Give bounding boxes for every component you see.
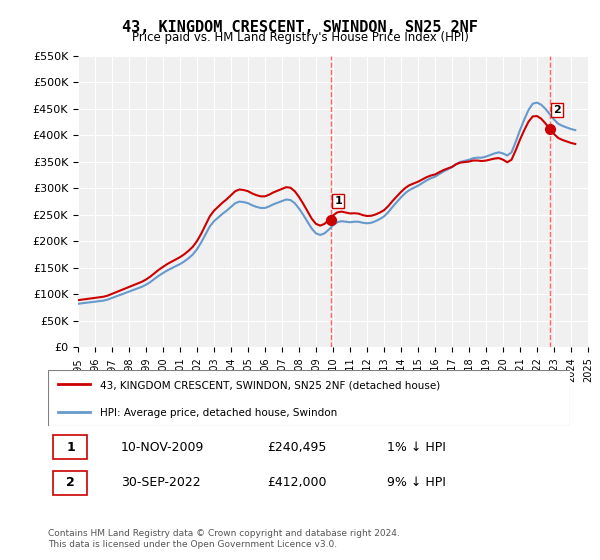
Text: 1: 1 <box>66 441 75 454</box>
Text: 1% ↓ HPI: 1% ↓ HPI <box>388 441 446 454</box>
Text: £240,495: £240,495 <box>267 441 326 454</box>
Text: 1: 1 <box>334 196 342 206</box>
FancyBboxPatch shape <box>53 435 87 459</box>
FancyBboxPatch shape <box>48 370 570 426</box>
Text: 2: 2 <box>66 477 75 489</box>
Text: Contains HM Land Registry data © Crown copyright and database right 2024.
This d: Contains HM Land Registry data © Crown c… <box>48 529 400 549</box>
Text: 30-SEP-2022: 30-SEP-2022 <box>121 477 201 489</box>
Text: Price paid vs. HM Land Registry's House Price Index (HPI): Price paid vs. HM Land Registry's House … <box>131 31 469 44</box>
Text: 9% ↓ HPI: 9% ↓ HPI <box>388 477 446 489</box>
Text: 43, KINGDOM CRESCENT, SWINDON, SN25 2NF: 43, KINGDOM CRESCENT, SWINDON, SN25 2NF <box>122 20 478 35</box>
Text: 43, KINGDOM CRESCENT, SWINDON, SN25 2NF (detached house): 43, KINGDOM CRESCENT, SWINDON, SN25 2NF … <box>100 380 440 390</box>
Text: HPI: Average price, detached house, Swindon: HPI: Average price, detached house, Swin… <box>100 408 337 418</box>
Text: £412,000: £412,000 <box>267 477 327 489</box>
Text: 10-NOV-2009: 10-NOV-2009 <box>121 441 205 454</box>
Text: 2: 2 <box>553 105 561 115</box>
FancyBboxPatch shape <box>53 470 87 495</box>
